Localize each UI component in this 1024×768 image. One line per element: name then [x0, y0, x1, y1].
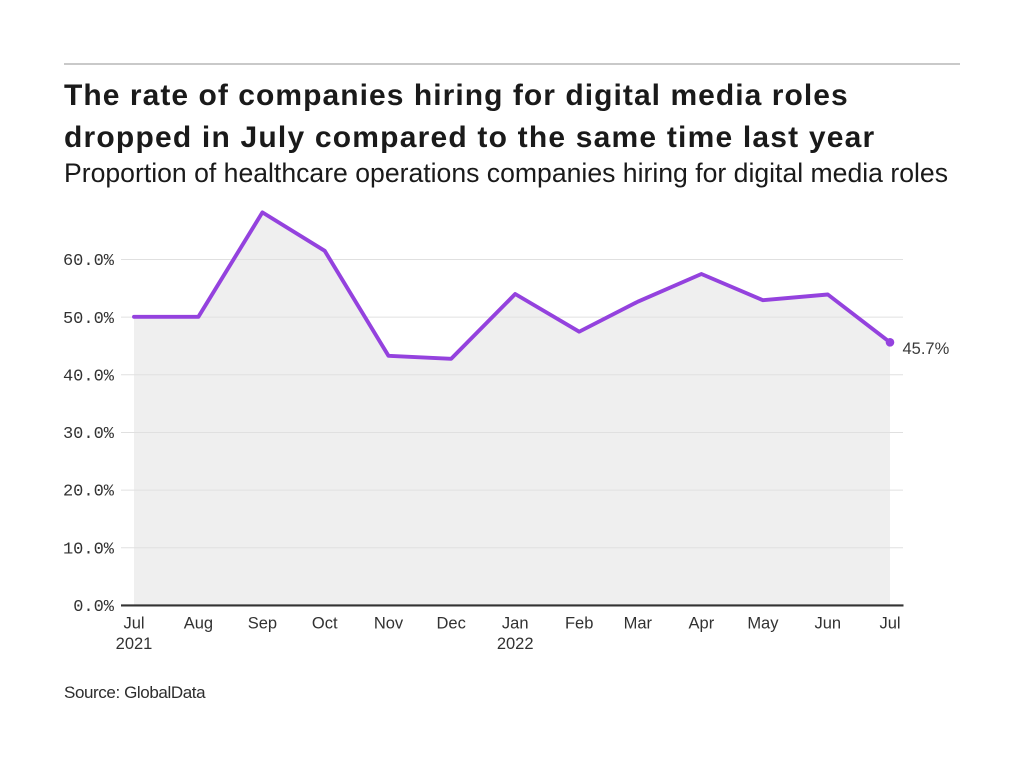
svg-text:Mar: Mar	[624, 615, 653, 633]
svg-text:50.0%: 50.0%	[63, 310, 115, 329]
svg-text:Aug: Aug	[184, 615, 213, 633]
svg-text:20.0%: 20.0%	[63, 483, 115, 502]
svg-text:0.0%: 0.0%	[73, 598, 115, 617]
svg-text:10.0%: 10.0%	[63, 540, 115, 559]
svg-text:Apr: Apr	[689, 615, 715, 633]
svg-text:45.7%: 45.7%	[903, 340, 950, 358]
svg-text:Sep: Sep	[248, 615, 277, 633]
svg-text:Feb: Feb	[565, 615, 593, 633]
svg-text:30.0%: 30.0%	[63, 425, 115, 444]
svg-text:40.0%: 40.0%	[63, 367, 115, 386]
svg-text:Oct: Oct	[312, 615, 338, 633]
svg-text:May: May	[747, 615, 779, 633]
svg-text:Jun: Jun	[814, 615, 841, 633]
svg-text:60.0%: 60.0%	[63, 252, 115, 271]
svg-text:Dec: Dec	[437, 615, 466, 633]
svg-text:2021: 2021	[116, 635, 153, 653]
svg-text:Jul: Jul	[879, 615, 900, 633]
svg-text:2022: 2022	[497, 635, 534, 653]
svg-text:Nov: Nov	[374, 615, 404, 633]
svg-text:Jan: Jan	[502, 615, 529, 633]
svg-text:Jul: Jul	[123, 615, 144, 633]
